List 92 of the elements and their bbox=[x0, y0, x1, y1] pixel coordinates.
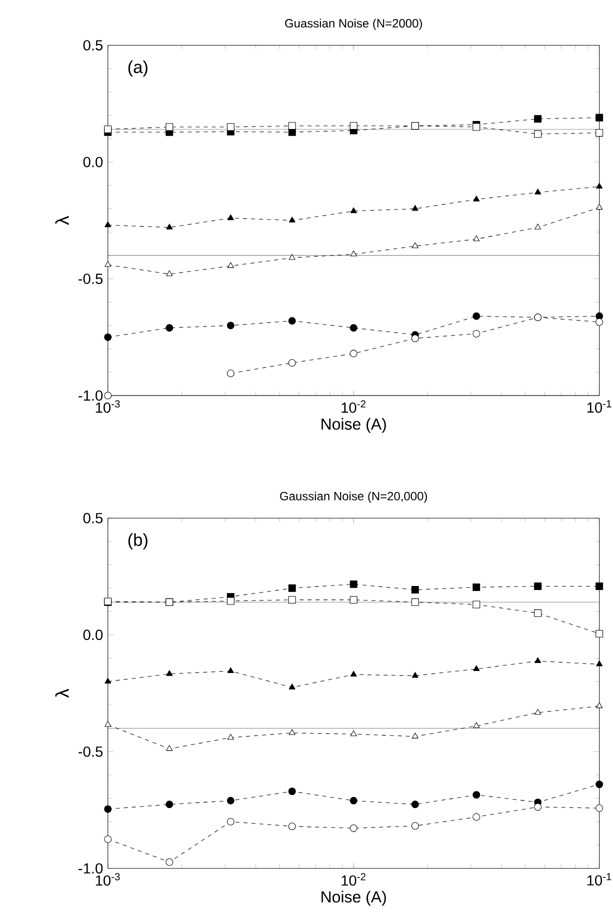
y-axis-title: λ bbox=[55, 216, 69, 225]
y-tick-label: 0.0 bbox=[84, 630, 103, 640]
x-tick-label: 10$^{-1}$ bbox=[588, 873, 612, 886]
point bbox=[534, 582, 542, 590]
point bbox=[228, 667, 234, 674]
point bbox=[472, 123, 480, 131]
point bbox=[473, 196, 480, 202]
point bbox=[104, 126, 112, 134]
x-tick-label: 10$^{-3}$ bbox=[96, 400, 120, 413]
y-tick-label: -1.0 bbox=[78, 390, 103, 401]
point bbox=[228, 734, 234, 740]
point bbox=[288, 596, 296, 604]
point bbox=[534, 224, 542, 230]
point bbox=[596, 129, 604, 137]
point bbox=[473, 665, 480, 671]
point bbox=[596, 702, 603, 708]
point bbox=[227, 597, 235, 605]
y-tick-label: 0.0 bbox=[84, 156, 103, 168]
annotation: (b) bbox=[128, 533, 148, 550]
point bbox=[227, 796, 235, 804]
point bbox=[350, 796, 358, 804]
point bbox=[166, 670, 173, 676]
point bbox=[288, 317, 296, 325]
x-tick-label: 10$^{-1}$ bbox=[588, 400, 612, 413]
point bbox=[412, 242, 419, 248]
point bbox=[166, 800, 174, 808]
point bbox=[228, 214, 234, 220]
point bbox=[166, 324, 174, 332]
point bbox=[288, 788, 296, 796]
point bbox=[596, 660, 603, 666]
point bbox=[596, 312, 604, 320]
point bbox=[596, 582, 604, 590]
point bbox=[596, 780, 604, 788]
point bbox=[350, 250, 358, 256]
point bbox=[350, 122, 358, 130]
x-tick-label: 10$^{-3}$ bbox=[96, 873, 120, 886]
point bbox=[473, 722, 480, 728]
y-tick-label: 0.5 bbox=[84, 512, 103, 524]
point bbox=[289, 216, 296, 222]
point bbox=[534, 657, 542, 664]
point bbox=[534, 708, 542, 715]
point bbox=[166, 224, 173, 230]
point bbox=[472, 600, 480, 608]
point bbox=[166, 270, 173, 276]
point bbox=[596, 204, 603, 210]
point bbox=[289, 684, 296, 690]
x-tick-label: 10$^{-2}$ bbox=[342, 873, 366, 886]
point bbox=[412, 598, 420, 606]
point bbox=[596, 114, 604, 122]
point bbox=[350, 730, 358, 736]
point bbox=[166, 123, 174, 131]
point bbox=[104, 221, 112, 228]
point bbox=[227, 322, 235, 330]
point bbox=[288, 584, 296, 592]
x-axis-title: Noise (A) bbox=[322, 418, 386, 433]
point bbox=[473, 235, 480, 242]
point bbox=[472, 312, 480, 320]
point bbox=[104, 721, 112, 727]
x-axis-title: Noise (A) bbox=[322, 890, 386, 906]
point bbox=[166, 745, 173, 751]
y-tick-label: -0.5 bbox=[78, 746, 103, 757]
x-tick-label: 10$^{-2}$ bbox=[342, 400, 366, 413]
point bbox=[350, 207, 358, 214]
point bbox=[289, 729, 296, 735]
point bbox=[350, 324, 358, 332]
point bbox=[104, 678, 112, 684]
point bbox=[227, 123, 235, 131]
point bbox=[228, 262, 234, 268]
point bbox=[104, 805, 112, 813]
point bbox=[472, 791, 480, 799]
chart-title: Guassian Noise (N=2000) bbox=[285, 18, 422, 30]
y-axis-title: λ bbox=[55, 688, 69, 698]
point bbox=[104, 261, 112, 267]
point bbox=[534, 188, 542, 194]
point bbox=[350, 580, 358, 588]
chart-title: Gaussian Noise (N=20,000) bbox=[280, 492, 428, 503]
point bbox=[412, 732, 419, 738]
point bbox=[104, 333, 112, 341]
point bbox=[412, 672, 419, 678]
point bbox=[350, 670, 358, 677]
point bbox=[596, 182, 603, 189]
point bbox=[472, 583, 480, 591]
point bbox=[534, 115, 542, 123]
point bbox=[289, 254, 296, 260]
y-tick-label: -1.0 bbox=[78, 863, 103, 874]
y-tick-label: 0.5 bbox=[84, 40, 103, 50]
annotation: (a) bbox=[128, 60, 148, 77]
point bbox=[412, 205, 419, 211]
point bbox=[412, 586, 420, 594]
y-tick-label: -0.5 bbox=[78, 274, 103, 284]
point bbox=[412, 334, 420, 342]
point bbox=[412, 800, 420, 808]
